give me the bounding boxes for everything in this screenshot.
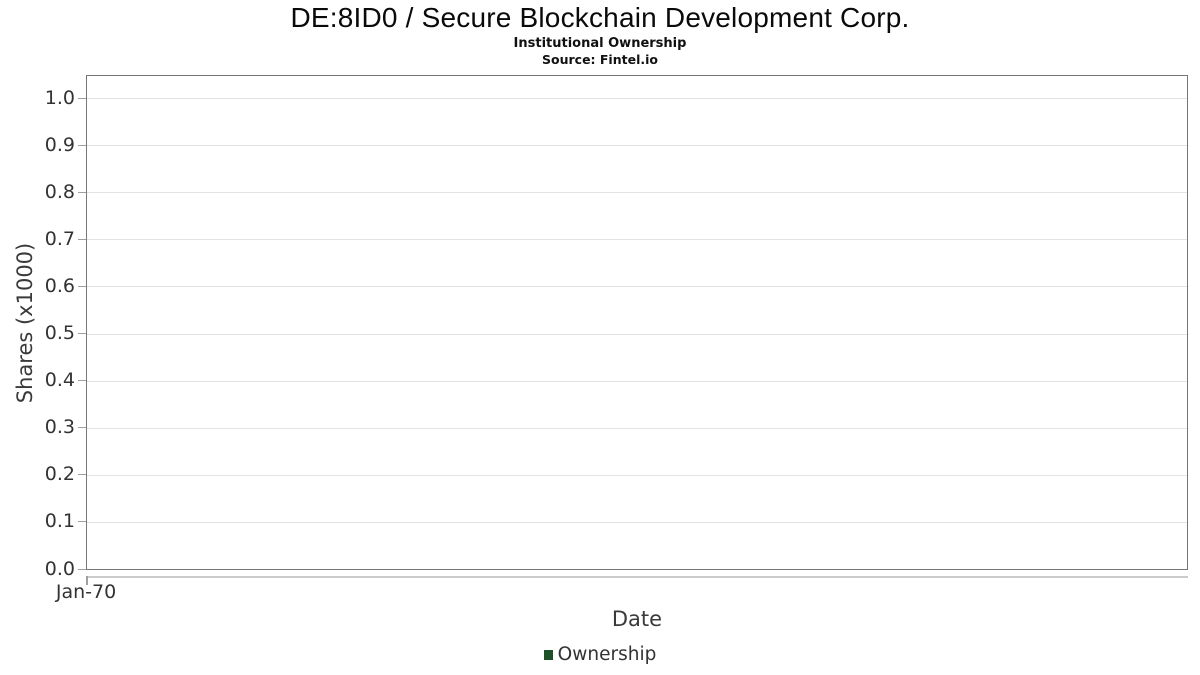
- y-tick: [78, 521, 86, 523]
- y-tick: [78, 285, 86, 287]
- legend: Ownership: [0, 644, 1200, 665]
- x-tick-label: Jan-70: [55, 581, 117, 603]
- y-tick: [78, 238, 86, 240]
- y-tick: [78, 380, 86, 382]
- gridline: [87, 286, 1187, 288]
- chart-title: DE:8ID0 / Secure Blockchain Development …: [290, 2, 910, 33]
- y-tick-label: 0.1: [44, 510, 75, 533]
- gridline: [87, 98, 1187, 99]
- y-tick-label: 0.6: [44, 274, 75, 297]
- y-tick-label: 0.7: [44, 227, 75, 250]
- y-tick: [78, 191, 86, 193]
- y-tick-label: 1.0: [44, 86, 75, 109]
- y-tick-label: 0.4: [44, 369, 75, 392]
- y-tick: [78, 97, 86, 99]
- x-axis: Jan-70: [56, 570, 1188, 610]
- y-axis: 0.0 0.1 0.2 0.3 0.4 0.5 0.6 0.7 0.8 0.9 1.0: [0, 75, 86, 580]
- y-tick-label: 0.5: [44, 322, 75, 344]
- y-tick-label: 0.0: [44, 557, 75, 580]
- gridline: [87, 145, 1187, 147]
- gridline: [87, 427, 1187, 429]
- y-tick: [78, 474, 86, 476]
- y-tick: [78, 333, 86, 334]
- y-tick: [78, 144, 86, 146]
- legend-swatch-ownership[interactable]: [543, 649, 553, 660]
- gridline: [87, 380, 1187, 382]
- x-axis-title: Date: [611, 607, 663, 631]
- legend-label-ownership[interactable]: Ownership: [557, 644, 657, 665]
- y-tick-label: 0.9: [44, 133, 75, 156]
- y-tick-label: 0.3: [44, 416, 75, 439]
- x-axis-line: [86, 576, 1188, 578]
- gridline: [87, 474, 1187, 476]
- y-tick-label: 0.2: [44, 463, 75, 486]
- y-tick-label: 0.8: [44, 180, 75, 203]
- chart-source-note: Source: Fintel.io: [542, 52, 658, 67]
- plot-area: [86, 75, 1188, 570]
- y-tick: [78, 568, 86, 570]
- gridline: [87, 239, 1187, 241]
- y-tick: [78, 427, 86, 429]
- gridline: [87, 333, 1187, 335]
- chart-subtitle: Institutional Ownership: [513, 36, 687, 51]
- gridline: [87, 192, 1187, 194]
- gridline: [87, 521, 1187, 523]
- x-tick: [86, 576, 88, 585]
